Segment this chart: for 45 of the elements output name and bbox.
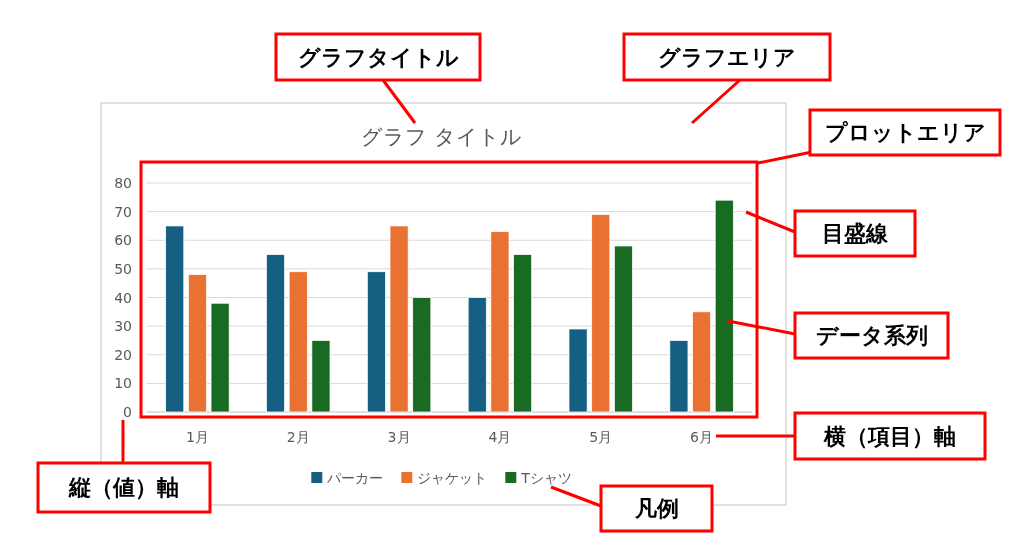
x-tick-label: 5月 [589,429,613,445]
bar [210,302,230,413]
bar [568,328,588,413]
chart-title: グラフ タイトル [361,125,522,149]
y-tick-label: 10 [114,375,132,392]
legend-label: ジャケット [417,470,488,486]
x-tick-label: 6月 [690,429,714,445]
y-tick-label: 30 [114,318,132,335]
y-tick-label: 50 [114,260,132,277]
x-tick-label: 2月 [286,429,310,445]
y-tick-label: 40 [114,289,132,306]
bar [366,271,386,413]
bar [613,245,633,413]
bar [513,254,533,413]
y-tick-label: 70 [114,203,132,220]
y-tick-label: 80 [114,175,132,191]
legend-label: Tシャツ [520,470,572,486]
y-tick-label: 0 [123,404,132,420]
bar [692,311,712,413]
bar [412,297,432,413]
text: 縦（値）軸 [68,475,179,500]
bar [187,274,207,413]
bar [311,340,331,413]
bar [288,271,308,413]
legend-label: パーカー [326,470,384,486]
text: 目盛線 [822,221,889,246]
y-tick-label: 60 [114,232,132,249]
bar [591,214,611,413]
bar [714,199,734,413]
text: 横（項目）軸 [823,423,956,449]
y-tick-label: 20 [114,346,132,363]
bar [389,225,409,413]
bar [165,225,185,413]
bar [266,254,286,413]
x-tick-label: 3月 [387,429,411,445]
bar [467,297,487,413]
bar [490,231,510,413]
text: データ系列 [815,323,928,348]
text: 凡例 [633,496,679,521]
text: プロットエリア [824,120,986,145]
x-tick-label: 4月 [488,429,512,445]
text: グラフタイトル [297,44,459,70]
x-tick-label: 1月 [185,429,209,445]
text: グラフエリア [658,44,796,70]
bar [669,340,689,413]
